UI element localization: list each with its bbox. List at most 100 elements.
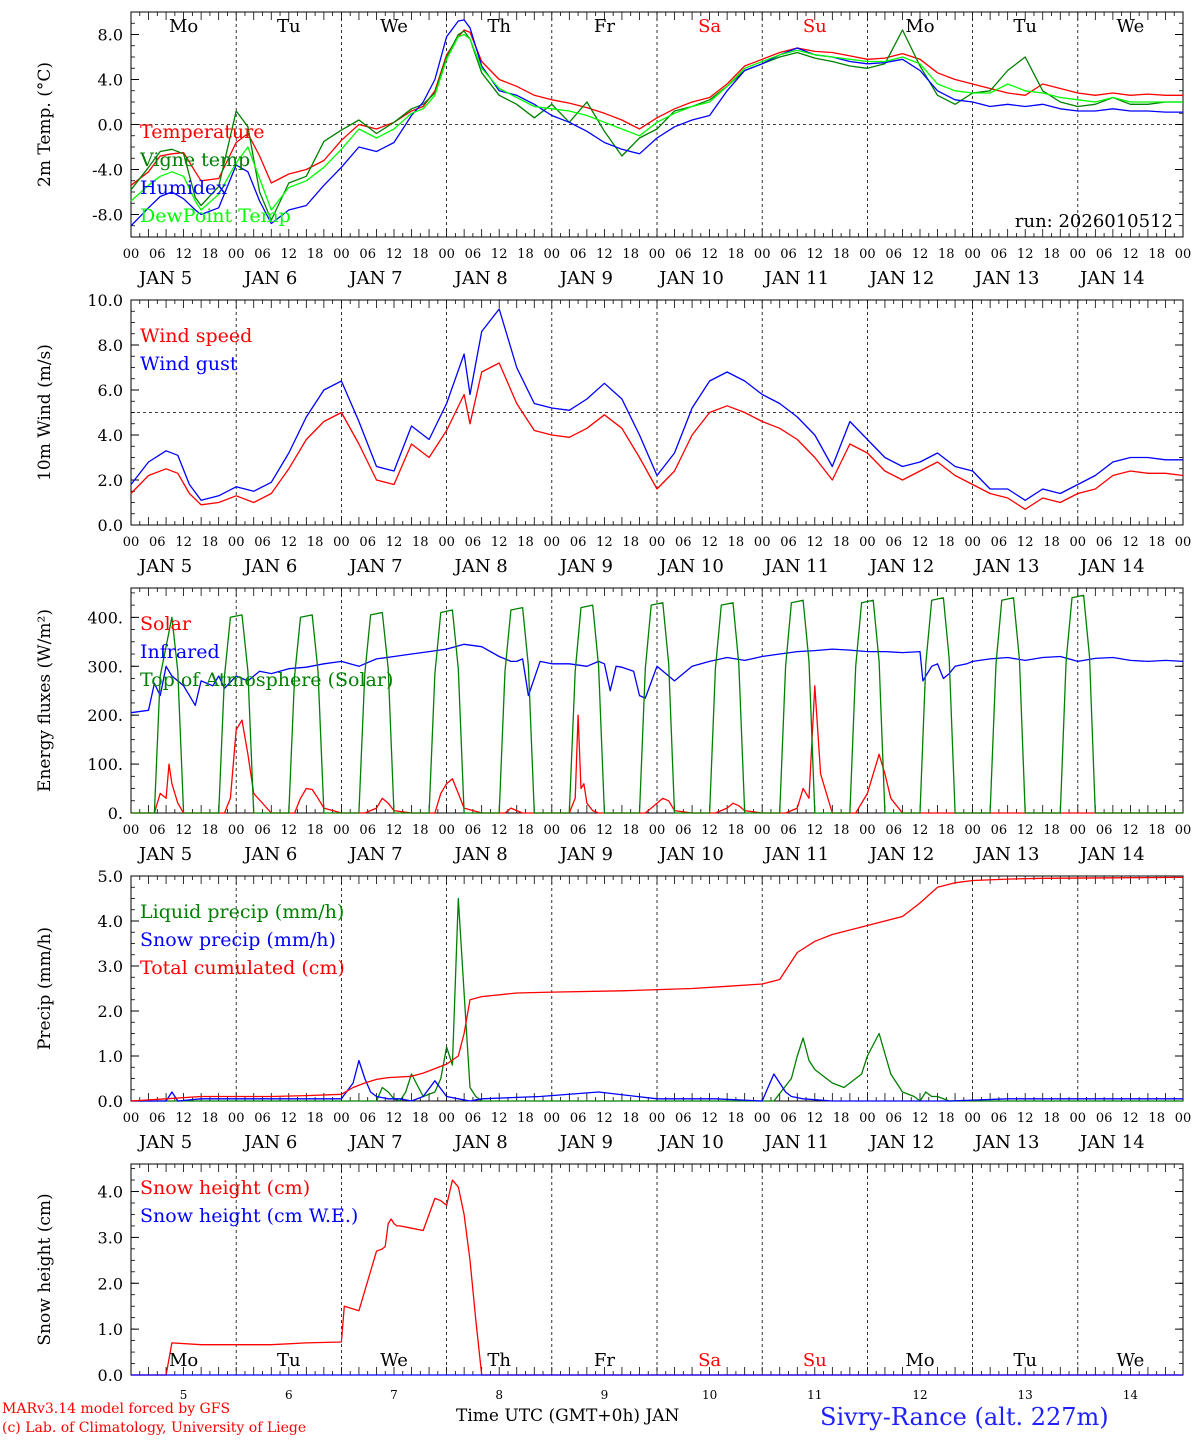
hour-tick-label: 18: [622, 247, 639, 262]
hour-tick-label: 18: [307, 1111, 324, 1126]
hour-tick-label: 00: [438, 247, 455, 262]
hour-tick-label: 06: [570, 535, 587, 550]
panel-frame: [130, 587, 1184, 814]
hour-tick-label: 06: [254, 823, 271, 838]
y-tick-label: 8.0: [98, 336, 123, 355]
y-tick-label: -4.0: [92, 161, 123, 180]
day-number-label: 8: [495, 1388, 503, 1402]
date-label: JAN 5: [137, 268, 192, 289]
hour-tick-label: 06: [780, 1111, 797, 1126]
weekday-label: Su: [803, 16, 827, 37]
hour-tick-label: 06: [149, 247, 166, 262]
hour-tick-label: 12: [596, 535, 613, 550]
y-tick-label: 8.0: [98, 26, 123, 45]
series-line-0: [131, 685, 1183, 814]
hour-tick-label: 18: [728, 823, 745, 838]
hour-tick-label: 06: [465, 823, 482, 838]
credit-line-lab: (c) Lab. of Climatology, University of L…: [2, 1420, 307, 1436]
hour-tick-label: 06: [991, 1111, 1008, 1126]
hour-tick-label: 00: [544, 247, 561, 262]
weekday-label: Mo: [905, 16, 934, 37]
day-number-label: 12: [912, 1388, 927, 1402]
hour-tick-label: 06: [780, 535, 797, 550]
date-label: JAN 6: [242, 1132, 297, 1153]
date-label: JAN 13: [973, 1132, 1040, 1153]
hour-tick-label: 18: [1043, 1111, 1060, 1126]
legend-entry: Snow height (cm): [140, 1177, 310, 1199]
hour-tick-label: 12: [491, 823, 508, 838]
hour-tick-label: 12: [175, 247, 192, 262]
hour-tick-label: 00: [649, 823, 666, 838]
series-line-1: [130, 643, 1184, 714]
hour-tick-label: 18: [622, 823, 639, 838]
hour-tick-label: 00: [438, 1111, 455, 1126]
hour-tick-label: 06: [675, 1111, 692, 1126]
hour-tick-label: 06: [1096, 823, 1113, 838]
date-label: JAN 14: [1078, 844, 1145, 865]
y-tick-label: 2.0: [98, 1002, 123, 1021]
day-number-label: 14: [1123, 1388, 1139, 1402]
weekday-label: Mo: [169, 1350, 198, 1371]
date-label: JAN 11: [763, 268, 830, 289]
weekday-label: Su: [803, 1350, 827, 1371]
date-label: JAN 12: [868, 556, 935, 577]
y-tick-label: -8.0: [92, 206, 123, 225]
weekday-label: We: [380, 1350, 408, 1371]
hour-tick-label: 06: [359, 823, 376, 838]
hour-tick-label: 12: [1122, 1111, 1139, 1126]
y-tick-label: 3.0: [98, 957, 123, 976]
hour-tick-label: 06: [359, 247, 376, 262]
hour-tick-label: 18: [517, 247, 534, 262]
hour-tick-label: 00: [544, 823, 561, 838]
run-label: run: 2026010512: [1015, 211, 1173, 232]
weekday-label: We: [380, 16, 408, 37]
y-tick-label: 0.0: [98, 516, 123, 535]
hour-tick-label: 00: [1070, 247, 1087, 262]
hour-tick-label: 00: [1070, 823, 1087, 838]
hour-tick-label: 18: [412, 1111, 429, 1126]
y-tick-label: 0.0: [98, 116, 123, 135]
hour-tick-label: 00: [228, 1111, 245, 1126]
hour-tick-label: 06: [1096, 247, 1113, 262]
date-label: JAN 13: [973, 844, 1040, 865]
hour-tick-label: 00: [438, 823, 455, 838]
hour-tick-label: 12: [807, 535, 824, 550]
date-label: JAN 8: [453, 844, 508, 865]
hour-tick-label: 18: [202, 823, 219, 838]
weekday-label: Tu: [277, 16, 301, 37]
legend-entry: Temperature: [140, 121, 264, 143]
hour-tick-label: 00: [649, 1111, 666, 1126]
weekday-label: Th: [487, 1350, 511, 1371]
day-number-label: 9: [601, 1388, 609, 1402]
series-line-1: [131, 1059, 1183, 1102]
y-tick-label: 2.0: [98, 471, 123, 490]
hour-tick-label: 06: [991, 823, 1008, 838]
day-number-label: 13: [1018, 1388, 1033, 1402]
day-number-label: 6: [285, 1388, 293, 1402]
hour-tick-label: 06: [885, 247, 902, 262]
hour-tick-label: 12: [701, 1111, 718, 1126]
date-label: JAN 7: [347, 268, 402, 289]
series-line-2: [130, 19, 1183, 227]
hour-tick-label: 06: [1096, 1111, 1113, 1126]
hour-tick-label: 06: [254, 535, 271, 550]
hour-tick-label: 12: [596, 823, 613, 838]
day-number-label: 5: [180, 1388, 188, 1402]
date-label: JAN 8: [453, 268, 508, 289]
hour-tick-label: 06: [254, 1111, 271, 1126]
hour-tick-label: 00: [228, 823, 245, 838]
hour-tick-label: 00: [333, 535, 350, 550]
hour-tick-label: 00: [1070, 535, 1087, 550]
hour-tick-label: 06: [570, 823, 587, 838]
hour-tick-label: 18: [1148, 823, 1165, 838]
hour-tick-label: 00: [544, 1111, 561, 1126]
date-label: JAN 5: [137, 556, 192, 577]
hour-tick-label: 18: [517, 823, 534, 838]
hour-tick-label: 00: [859, 823, 876, 838]
hour-tick-label: 06: [149, 1111, 166, 1126]
date-label: JAN 11: [763, 844, 830, 865]
hour-tick-label: 12: [386, 1111, 403, 1126]
y-tick-label: 3.0: [98, 1228, 123, 1247]
hour-tick-label: 00: [859, 247, 876, 262]
hour-tick-label: 12: [386, 823, 403, 838]
